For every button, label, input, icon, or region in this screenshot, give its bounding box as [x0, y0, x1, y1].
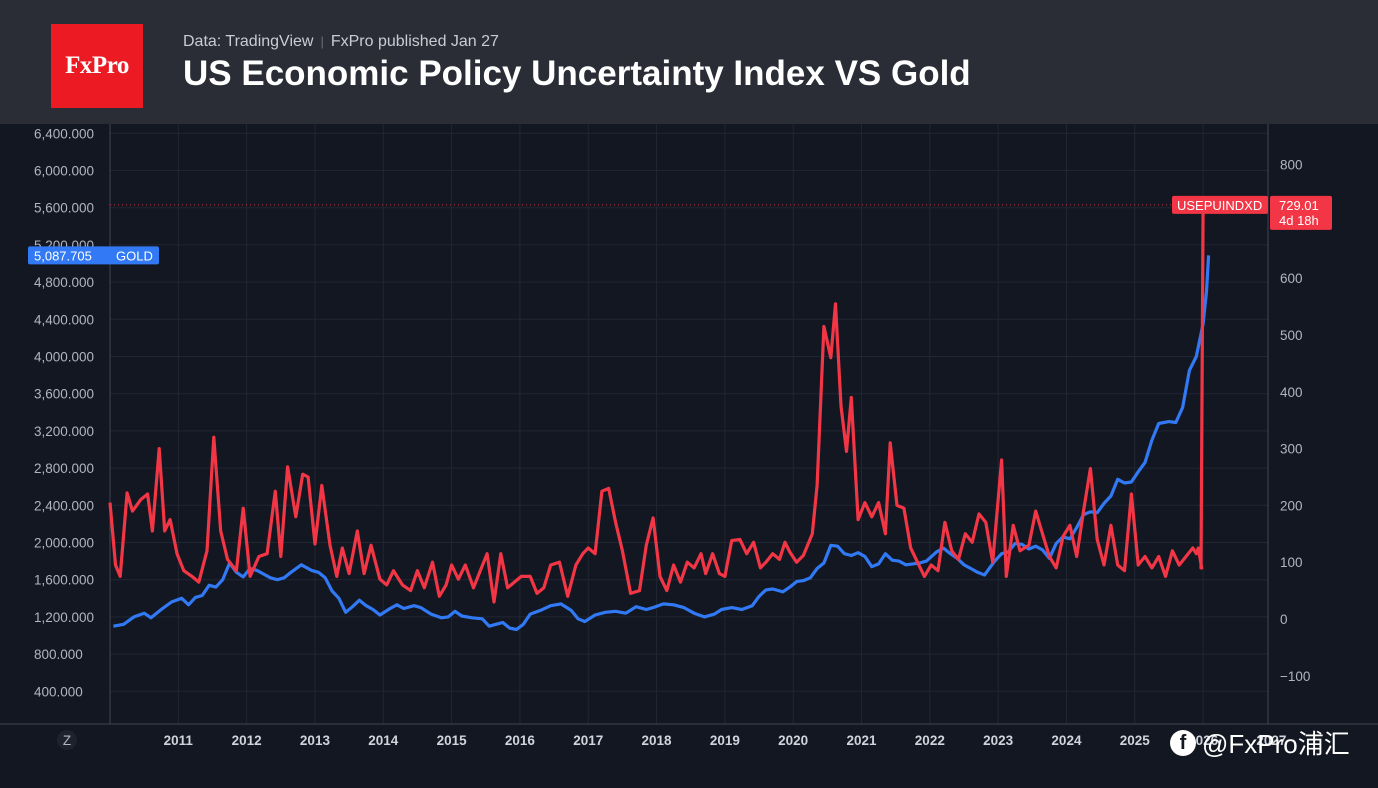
right-tick-label: 200 — [1280, 498, 1303, 513]
separator-icon: | — [320, 34, 324, 49]
x-tick-label: 2017 — [573, 733, 603, 748]
left-tick-label: 3,600.000 — [34, 387, 94, 402]
data-source: Data: TradingView — [183, 33, 314, 50]
x-tick-label: 2013 — [300, 733, 331, 748]
gold-value-label: 5,087.705 — [34, 248, 92, 263]
x-tick-label: 2011 — [164, 733, 194, 748]
right-tick-label: 100 — [1280, 555, 1303, 570]
x-tick-label: 2022 — [915, 733, 945, 748]
zoom-button[interactable] — [57, 730, 77, 750]
usepuindxd-name-badge — [1172, 195, 1268, 214]
right-tick-label: 300 — [1280, 442, 1303, 457]
right-tick-label: −100 — [1280, 669, 1310, 684]
x-tick-label: 2027 — [1256, 733, 1286, 748]
x-tick-label: 2025 — [1120, 733, 1151, 748]
x-tick-label: 2023 — [983, 733, 1014, 748]
x-tick-label: 2019 — [710, 733, 740, 748]
left-tick-label: 3,200.000 — [34, 424, 94, 439]
meta-line: Data: TradingView | FxPro published Jan 27 — [183, 33, 499, 51]
published-date: FxPro published Jan 27 — [330, 33, 499, 50]
left-tick-label: 2,000.000 — [34, 536, 94, 551]
x-tick-label: 2015 — [437, 733, 468, 748]
right-tick-label: 500 — [1280, 328, 1303, 343]
left-tick-label: 800.000 — [34, 647, 83, 662]
right-tick-label: 400 — [1280, 385, 1303, 400]
x-tick-label: 2018 — [642, 733, 673, 748]
fxpro-logo: FxPro — [51, 24, 143, 108]
left-tick-label: 2,400.000 — [34, 498, 94, 513]
usepuindxd-series-line — [108, 204, 1205, 604]
x-tick-label: 2021 — [846, 733, 877, 748]
left-tick-label: 5,600.000 — [34, 201, 94, 216]
brand-handle: @FxPro浦汇 — [1202, 729, 1350, 759]
left-tick-label: 4,400.000 — [34, 312, 94, 327]
x-tick-label: 2014 — [368, 733, 399, 748]
facebook-icon: f — [1170, 729, 1196, 756]
gold-name-label: GOLD — [116, 248, 153, 263]
left-tick-label: 1,600.000 — [34, 573, 94, 588]
footer-brand: f @FxPro浦汇 — [1170, 724, 1350, 761]
x-tick-label: 2016 — [505, 733, 536, 748]
left-tick-label: 4,800.000 — [34, 275, 94, 290]
usepuindxd-name-label: USEPUINDXD — [1177, 198, 1262, 213]
left-tick-label: 4,000.000 — [34, 350, 94, 365]
gold-value-badge — [28, 246, 159, 265]
left-tick-label: 6,000.000 — [34, 164, 94, 179]
usepuindxd-countdown-label: 4d 18h — [1279, 213, 1319, 228]
right-tick-label: 800 — [1280, 158, 1303, 173]
left-tick-label: 2,800.000 — [34, 461, 94, 476]
right-tick-label: 600 — [1280, 271, 1303, 286]
header-bar: FxPro Data: TradingView | FxPro published … — [0, 0, 1378, 124]
usepuindxd-value-badge — [1270, 195, 1332, 230]
usepuindxd-value-label: 729.01 — [1279, 198, 1319, 213]
zoom-label[interactable]: Z — [63, 733, 71, 748]
x-tick-label: 2020 — [778, 733, 808, 748]
chart-title: US Economic Policy Uncertainty Index VS … — [183, 54, 971, 93]
x-tick-label: 2024 — [1051, 733, 1082, 748]
x-tick-label: 2012 — [232, 733, 262, 748]
left-tick-label: 1,200.000 — [34, 610, 94, 625]
right-tick-label: 0 — [1280, 612, 1288, 627]
left-tick-label: 6,400.000 — [34, 126, 94, 141]
left-tick-label: 400.000 — [34, 684, 83, 699]
